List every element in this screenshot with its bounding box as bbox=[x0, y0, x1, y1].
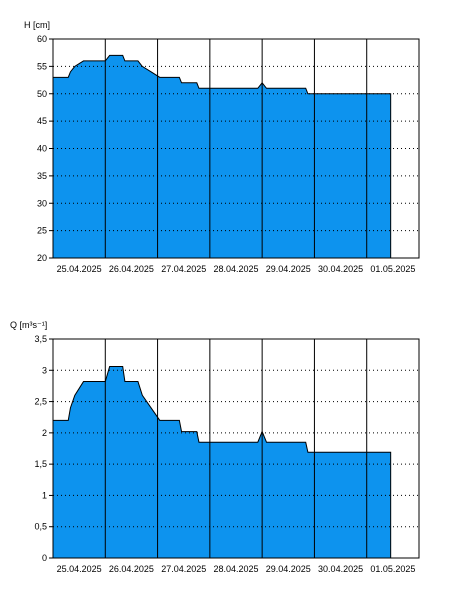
area-fill bbox=[53, 55, 391, 258]
area-fill bbox=[53, 366, 391, 558]
x-tick-label: 29.04.2025 bbox=[266, 264, 311, 274]
y-axis-label: Q [m³s⁻¹] bbox=[10, 320, 47, 330]
y-tick-label: 50 bbox=[37, 89, 47, 99]
plot-frame bbox=[52, 38, 420, 259]
x-tick-label: 26.04.2025 bbox=[109, 264, 154, 274]
y-tick-label: 2,5 bbox=[34, 397, 47, 407]
x-tick-label: 30.04.2025 bbox=[318, 564, 363, 574]
x-tick-label: 27.04.2025 bbox=[161, 264, 206, 274]
series-line bbox=[53, 366, 392, 558]
plot-frame bbox=[52, 338, 420, 559]
x-tick-label: 29.04.2025 bbox=[266, 564, 311, 574]
y-tick-label: 30 bbox=[37, 198, 47, 208]
x-tick-label: 28.04.2025 bbox=[213, 564, 258, 574]
y-tick-label: 60 bbox=[37, 34, 47, 44]
x-tick-label: 30.04.2025 bbox=[318, 264, 363, 274]
y-tick-label: 3 bbox=[42, 365, 47, 375]
y-tick-label: 45 bbox=[37, 116, 47, 126]
water-level-chart: H [cm] 20 25 30 35 40 45 50 55 60 25.04.2025 26.04… bbox=[24, 20, 420, 274]
y-tick-label: 25 bbox=[37, 226, 47, 236]
x-tick-label: 27.04.2025 bbox=[161, 564, 206, 574]
y-tick-label: 2 bbox=[42, 428, 47, 438]
discharge-chart: Q [m³s⁻¹] 0 0,5 1 1,5 2 2,5 3 3,5 25.04.2025 26.0… bbox=[10, 320, 420, 574]
x-tick-label: 01.05.2025 bbox=[370, 264, 415, 274]
y-tick-label: 1 bbox=[42, 490, 47, 500]
x-tick-label: 25.04.2025 bbox=[57, 264, 102, 274]
y-tick-label: 20 bbox=[37, 253, 47, 263]
y-tick-label: 0,5 bbox=[34, 522, 47, 532]
y-tick-label: 0 bbox=[42, 553, 47, 563]
y-tick-label: 40 bbox=[37, 144, 47, 154]
series-line bbox=[53, 54, 392, 258]
y-tick-label: 35 bbox=[37, 171, 47, 181]
x-tick-label: 28.04.2025 bbox=[213, 264, 258, 274]
y-axis-label: H [cm] bbox=[24, 20, 50, 30]
y-tick-label: 3,5 bbox=[34, 334, 47, 344]
y-tick-label: 1,5 bbox=[34, 459, 47, 469]
x-tick-label: 01.05.2025 bbox=[370, 564, 415, 574]
y-tick-label: 55 bbox=[37, 61, 47, 71]
x-tick-label: 25.04.2025 bbox=[57, 564, 102, 574]
x-tick-label: 26.04.2025 bbox=[109, 564, 154, 574]
